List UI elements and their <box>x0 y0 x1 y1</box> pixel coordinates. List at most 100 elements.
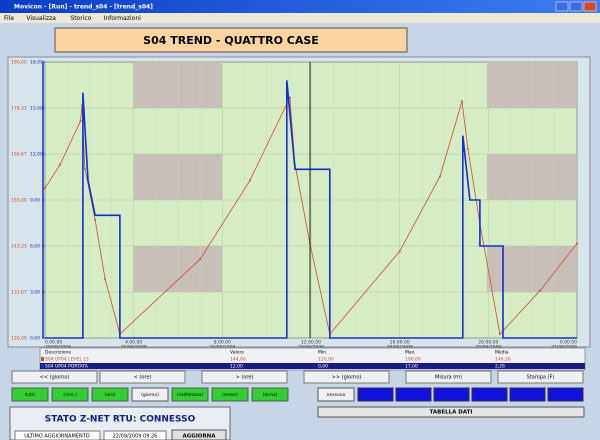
nav-button[interactable] <box>303 370 390 384</box>
legend-header: Min. <box>318 350 327 356</box>
series-point <box>83 167 86 170</box>
series-point <box>79 120 82 123</box>
legend-cell: 17,00 <box>405 364 418 370</box>
range-button[interactable] <box>251 387 289 402</box>
legend-cell: 120,00 <box>318 357 334 363</box>
series-point <box>199 258 202 261</box>
range-button[interactable] <box>171 387 209 402</box>
range-label: (ore) <box>105 392 116 398</box>
range-button[interactable] <box>91 387 129 402</box>
refresh-button[interactable] <box>171 429 227 440</box>
series-line <box>45 80 577 339</box>
nav-button[interactable] <box>99 370 186 384</box>
y2-tick-label: 3,00 <box>30 290 40 296</box>
refresh-label: AGGIORNA <box>182 434 216 440</box>
legend-header: Max. <box>405 350 416 356</box>
menu-item[interactable]: Informazioni <box>104 15 142 22</box>
range-button[interactable] <box>11 387 49 402</box>
nav-label: Stampa (F) <box>527 375 555 381</box>
range-label: (giorno) <box>141 392 159 398</box>
legend-row-selected <box>40 363 585 369</box>
legend-cell: 0,00 <box>318 364 328 370</box>
legend-header: Descrizione <box>45 350 71 356</box>
y-tick-label: 143,33 <box>11 244 27 250</box>
night-band <box>487 246 577 292</box>
header-box <box>54 27 408 53</box>
night-band <box>487 154 577 200</box>
y-tick-label: 190,00 <box>11 60 27 66</box>
timestamp-box <box>103 430 167 440</box>
minimize[interactable] <box>555 1 569 12</box>
range-button[interactable] <box>131 387 169 402</box>
series-point <box>538 289 541 292</box>
legend-name: S04 UP04 PORTATA <box>45 364 89 370</box>
nav-label: > (ore) <box>236 375 254 381</box>
nav-button[interactable] <box>497 370 584 384</box>
legend-cell: 190,00 <box>405 357 421 363</box>
menu-item[interactable]: Visualizza <box>26 15 56 22</box>
range-label: (mese) <box>222 392 238 398</box>
series-filter-button[interactable] <box>509 387 546 402</box>
status-title: STATO Z-NET RTU: CONNESSO <box>45 415 196 425</box>
range-label: tutti <box>25 392 34 398</box>
range-label: (settimana) <box>177 392 203 398</box>
x-tick-label: 12.00.00 <box>301 340 321 346</box>
y2-tick-label: 6,00 <box>30 244 40 250</box>
legend-swatch <box>41 364 44 368</box>
y-tick-label: 166,67 <box>11 151 27 157</box>
filter-label: nessuno <box>327 393 346 398</box>
close[interactable] <box>583 1 597 12</box>
menu-item[interactable]: File <box>4 15 14 22</box>
y-tick-label: 131,67 <box>11 289 27 295</box>
x-tick-label: 16.00.00 <box>390 340 410 346</box>
series-point <box>398 250 401 253</box>
series-point <box>44 187 46 190</box>
night-band <box>133 246 222 292</box>
nav-button[interactable] <box>405 370 492 384</box>
y2-tick-label: 15,00 <box>30 106 43 112</box>
night-band <box>133 62 222 108</box>
y-tick-label: 120,00 <box>11 336 27 342</box>
series-filter-button[interactable] <box>357 387 394 402</box>
header-title: S04 TREND - QUATTRO CASE <box>143 34 319 47</box>
y2-tick-label: 9,00 <box>30 198 40 204</box>
status-timestamp: 22/09/2009 09.26 <box>113 434 158 440</box>
series-point <box>94 218 97 221</box>
range-button[interactable] <box>51 387 89 402</box>
legend-cell: 146,26 <box>495 357 511 363</box>
series-point <box>498 333 501 336</box>
nav-button[interactable] <box>201 370 288 384</box>
y-tick-label: 155,00 <box>11 198 27 204</box>
x-tick-label: 4.00.00 <box>125 340 142 346</box>
range-label: (anno) <box>263 392 278 398</box>
y-tick-label: 178,33 <box>11 106 27 112</box>
series-point <box>460 100 463 103</box>
nav-label: Misura (m) <box>435 375 462 381</box>
table-button[interactable] <box>317 406 585 418</box>
series-filter-button[interactable] <box>471 387 508 402</box>
x-tick-label: 20.00.00 <box>478 340 498 346</box>
filter-button[interactable] <box>317 387 355 402</box>
legend-name: S04 UP04 LEVEL LS <box>45 357 89 363</box>
legend-swatch <box>41 357 44 361</box>
menu-item[interactable]: Storico <box>70 15 91 22</box>
y2-tick-label: 0,00 <box>30 336 40 342</box>
x-tick-label: 8.00.00 <box>214 340 231 346</box>
x-tick-label: 0.00.00 <box>45 340 62 346</box>
nav-label: << (giorno) <box>40 375 70 381</box>
series-filter-button[interactable] <box>547 387 584 402</box>
maximize[interactable] <box>569 1 583 12</box>
series-point <box>288 96 291 99</box>
legend-cell: 12,00 <box>230 364 243 370</box>
nav-button[interactable] <box>11 370 98 384</box>
series-point <box>576 242 578 245</box>
x-tick-label: 0.00.00 <box>560 340 577 346</box>
window-title: Movicon - [Run] - trend_s04 - [trend_s04… <box>14 4 153 11</box>
status-label-box <box>14 430 101 440</box>
series-point <box>439 175 442 178</box>
series-filter-button[interactable] <box>395 387 432 402</box>
range-button[interactable] <box>211 387 249 402</box>
nav-label: >> (giorno) <box>332 375 362 381</box>
series-filter-button[interactable] <box>433 387 470 402</box>
